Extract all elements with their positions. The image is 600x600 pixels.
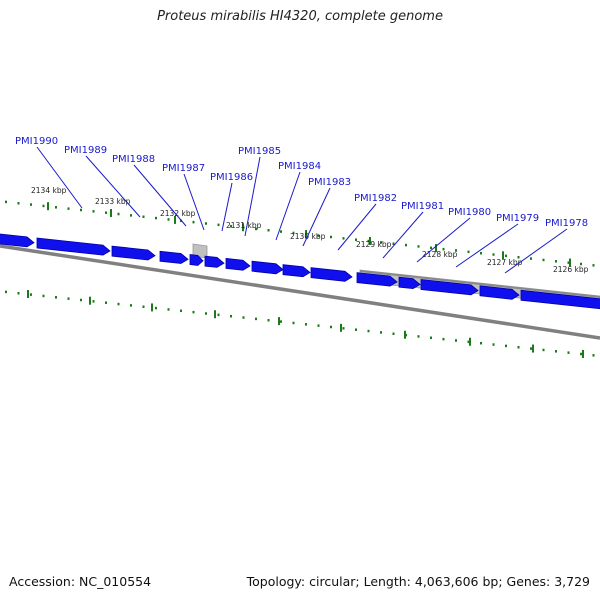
kbp-label: 2126 kbp xyxy=(553,265,589,274)
gene-leader-line xyxy=(85,155,141,218)
gene-label: PMI1985 xyxy=(238,146,281,157)
gene-label: PMI1990 xyxy=(15,136,58,147)
gene-labels: PMI1990 PMI1989 PMI1988 PMI1987 PMI1986 PMI19… xyxy=(15,136,588,229)
gene-arrow xyxy=(159,250,189,264)
inner-tick-track xyxy=(5,290,595,358)
genome-backbone xyxy=(0,244,600,340)
gene-label: PMI1978 xyxy=(545,218,588,229)
gene-label: PMI1979 xyxy=(496,213,539,224)
gene-arrow xyxy=(251,260,284,275)
kbp-label: 2132 kbp xyxy=(160,209,196,218)
kbp-label: 2128 kbp xyxy=(422,250,458,259)
gene-arrow xyxy=(36,237,111,256)
gene-arrow xyxy=(398,276,421,290)
gene-label: PMI1981 xyxy=(401,201,444,212)
gene-arrow xyxy=(111,245,156,261)
backbone-line xyxy=(0,244,600,340)
kbp-label: 2134 kbp xyxy=(31,186,67,195)
gene-label: PMI1988 xyxy=(112,154,155,165)
gene-leader-line xyxy=(275,171,301,241)
gene-leader-line xyxy=(504,228,568,274)
gene-arrow xyxy=(420,279,479,296)
gene-leader-line xyxy=(302,187,331,247)
gene-leader-line xyxy=(183,173,205,231)
gene-leader-line xyxy=(221,182,233,232)
gene-leader-line xyxy=(455,223,519,268)
gene-arrow xyxy=(189,254,204,266)
gene-arrow xyxy=(225,257,251,271)
gene-leader-line xyxy=(382,211,424,259)
gene-track xyxy=(0,233,600,310)
gene-leader-line xyxy=(244,156,261,237)
gene-leader-lines xyxy=(36,146,568,274)
gene-label: PMI1982 xyxy=(354,193,397,204)
gene-label: PMI1980 xyxy=(448,207,491,218)
accession-label: Accession: NC_010554 xyxy=(9,574,152,589)
gene-arrow xyxy=(204,255,225,268)
gene-leader-line xyxy=(133,164,187,227)
gene-label: PMI1984 xyxy=(278,161,321,172)
kbp-label: 2131 kbp xyxy=(226,221,262,230)
gene-arrow xyxy=(310,267,353,282)
gene-arrow xyxy=(479,285,520,300)
gene-label: PMI1986 xyxy=(210,172,253,183)
genome-stats-label: Topology: circular; Length: 4,063,606 bp… xyxy=(246,574,590,589)
gene-arrow xyxy=(520,289,600,310)
kbp-label: 2127 kbp xyxy=(487,258,523,267)
gene-arrow xyxy=(0,233,35,248)
kbp-label: 2129 kbp xyxy=(356,240,392,249)
gene-label: PMI1983 xyxy=(308,177,351,188)
gene-leader-line xyxy=(36,146,83,209)
gene-label: PMI1989 xyxy=(64,145,107,156)
gene-leader-line xyxy=(416,217,471,263)
feature-bar-edge xyxy=(360,270,600,298)
map-title: Proteus mirabilis HI4320, complete genom… xyxy=(157,9,443,24)
gene-label: PMI1987 xyxy=(162,163,205,174)
gene-arrow xyxy=(282,264,311,278)
outer-tick-track xyxy=(5,200,595,267)
gene-arrow xyxy=(356,272,398,287)
gene-leader-line xyxy=(337,203,377,251)
kbp-label: 2133 kbp xyxy=(95,197,131,206)
